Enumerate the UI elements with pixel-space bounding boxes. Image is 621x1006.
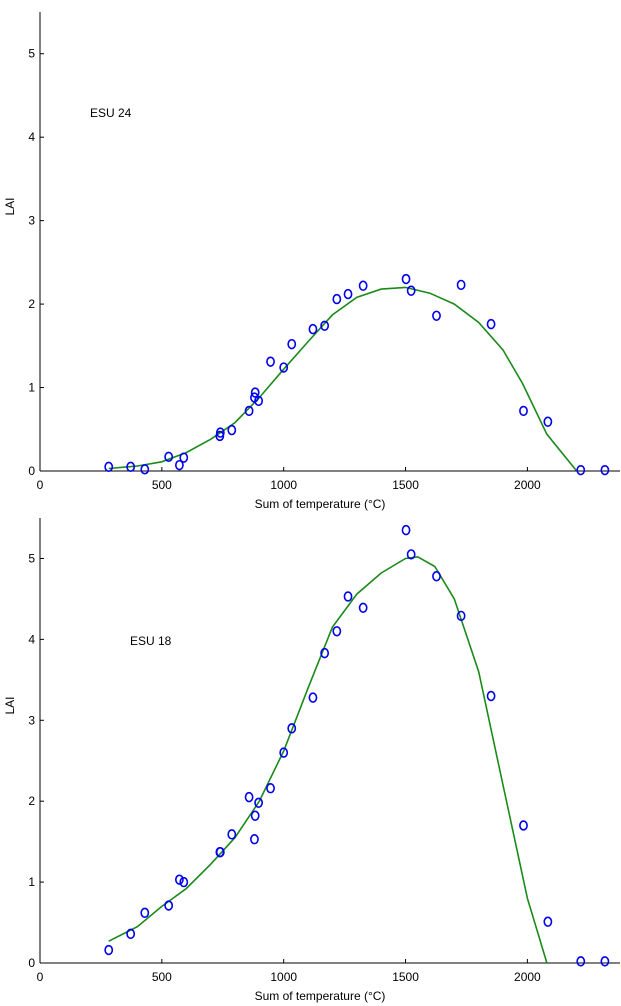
x-tick-label: 0 [37,970,44,984]
x-tick-label: 2000 [514,970,541,984]
observed-point [456,610,466,622]
x-tick-label: 1000 [270,970,297,984]
observed-point [244,791,254,803]
observed-point [254,395,263,407]
observed-point [406,549,416,560]
y-tick-label: 3 [28,713,35,727]
observed-point [543,916,553,927]
observed-point [543,416,553,427]
observed-point [358,280,368,291]
observed-point [343,288,353,300]
observed-point [320,647,330,659]
observed-point [332,293,342,305]
observed-point [215,427,225,438]
observed-point [401,273,411,285]
observed-point [250,834,259,845]
y-tick-label: 0 [28,464,35,478]
x-tick-label: 1000 [270,478,297,492]
observed-point [519,405,528,417]
observed-point [164,900,174,911]
y-tick-label: 3 [28,214,35,228]
observed-point [576,956,586,967]
observed-point [227,829,237,840]
fit-line [108,555,548,964]
observed-point [179,452,189,463]
y-tick-label: 0 [28,956,35,970]
observed-point [126,461,136,473]
observed-point [308,692,318,703]
observed-point [126,928,136,940]
x-tick-label: 1500 [392,478,419,492]
x-axis-label: Sum of temperature (°C) [255,989,386,1003]
observed-point [174,874,184,885]
observed-point [332,626,342,637]
y-tick-label: 5 [28,47,35,61]
y-tick-label: 4 [28,632,35,646]
observed-point [600,464,610,476]
observed-point [401,524,411,536]
y-tick-label: 1 [28,875,35,889]
observed-point [215,846,225,858]
y-tick-label: 2 [28,794,35,808]
observed-point [140,907,150,919]
observed-point [250,810,260,821]
x-tick-label: 2000 [514,478,541,492]
chart-2: 0 1 2 3 4 5 0 500 1000 1500 2000 Sum of temperature… [3,518,620,1003]
observed-point [174,459,184,471]
observed-point [179,876,189,888]
y-axis-label: LAI [3,696,17,714]
y-tick-label: 1 [28,381,35,395]
observed-point [486,690,496,702]
observed-point [254,797,263,808]
observed-point [486,318,496,330]
observed-point [164,451,174,463]
observed-point [140,464,150,475]
observed-point [600,956,610,967]
observed-point [308,323,318,335]
observed-point [266,783,275,794]
observed-point [266,356,275,367]
observed-point [104,944,114,956]
observed-point [358,602,368,614]
chart-annotation: ESU 18 [130,634,172,648]
observed-point [250,387,260,398]
chart-1: 0 1 2 3 4 5 0 500 1000 1500 2000 Sum of temperature… [3,12,620,511]
y-tick-label: 5 [28,551,35,565]
y-tick-label: 2 [28,297,35,311]
observed-point [279,747,289,758]
observed-point [320,320,330,331]
observed-point [279,362,289,373]
y-tick-label: 4 [28,130,35,144]
y-axis-label: LAI [3,197,17,215]
observed-point [456,279,466,291]
x-tick-label: 500 [152,970,172,984]
observed-point [576,464,586,476]
observed-point [287,723,297,734]
chart-annotation: ESU 24 [90,106,132,120]
x-axis-label: Sum of temperature (°C) [255,497,386,511]
observed-point [406,285,416,296]
fit-line [108,286,577,471]
observed-point [432,310,441,321]
observed-point [244,405,254,417]
x-tick-label: 1500 [392,970,419,984]
observed-point [104,461,114,473]
observed-point [227,424,237,436]
x-tick-label: 500 [152,478,172,492]
x-tick-label: 0 [37,478,44,492]
observed-point [287,338,297,350]
observed-point [432,571,441,582]
observed-point [343,591,353,602]
observed-point [519,820,528,831]
